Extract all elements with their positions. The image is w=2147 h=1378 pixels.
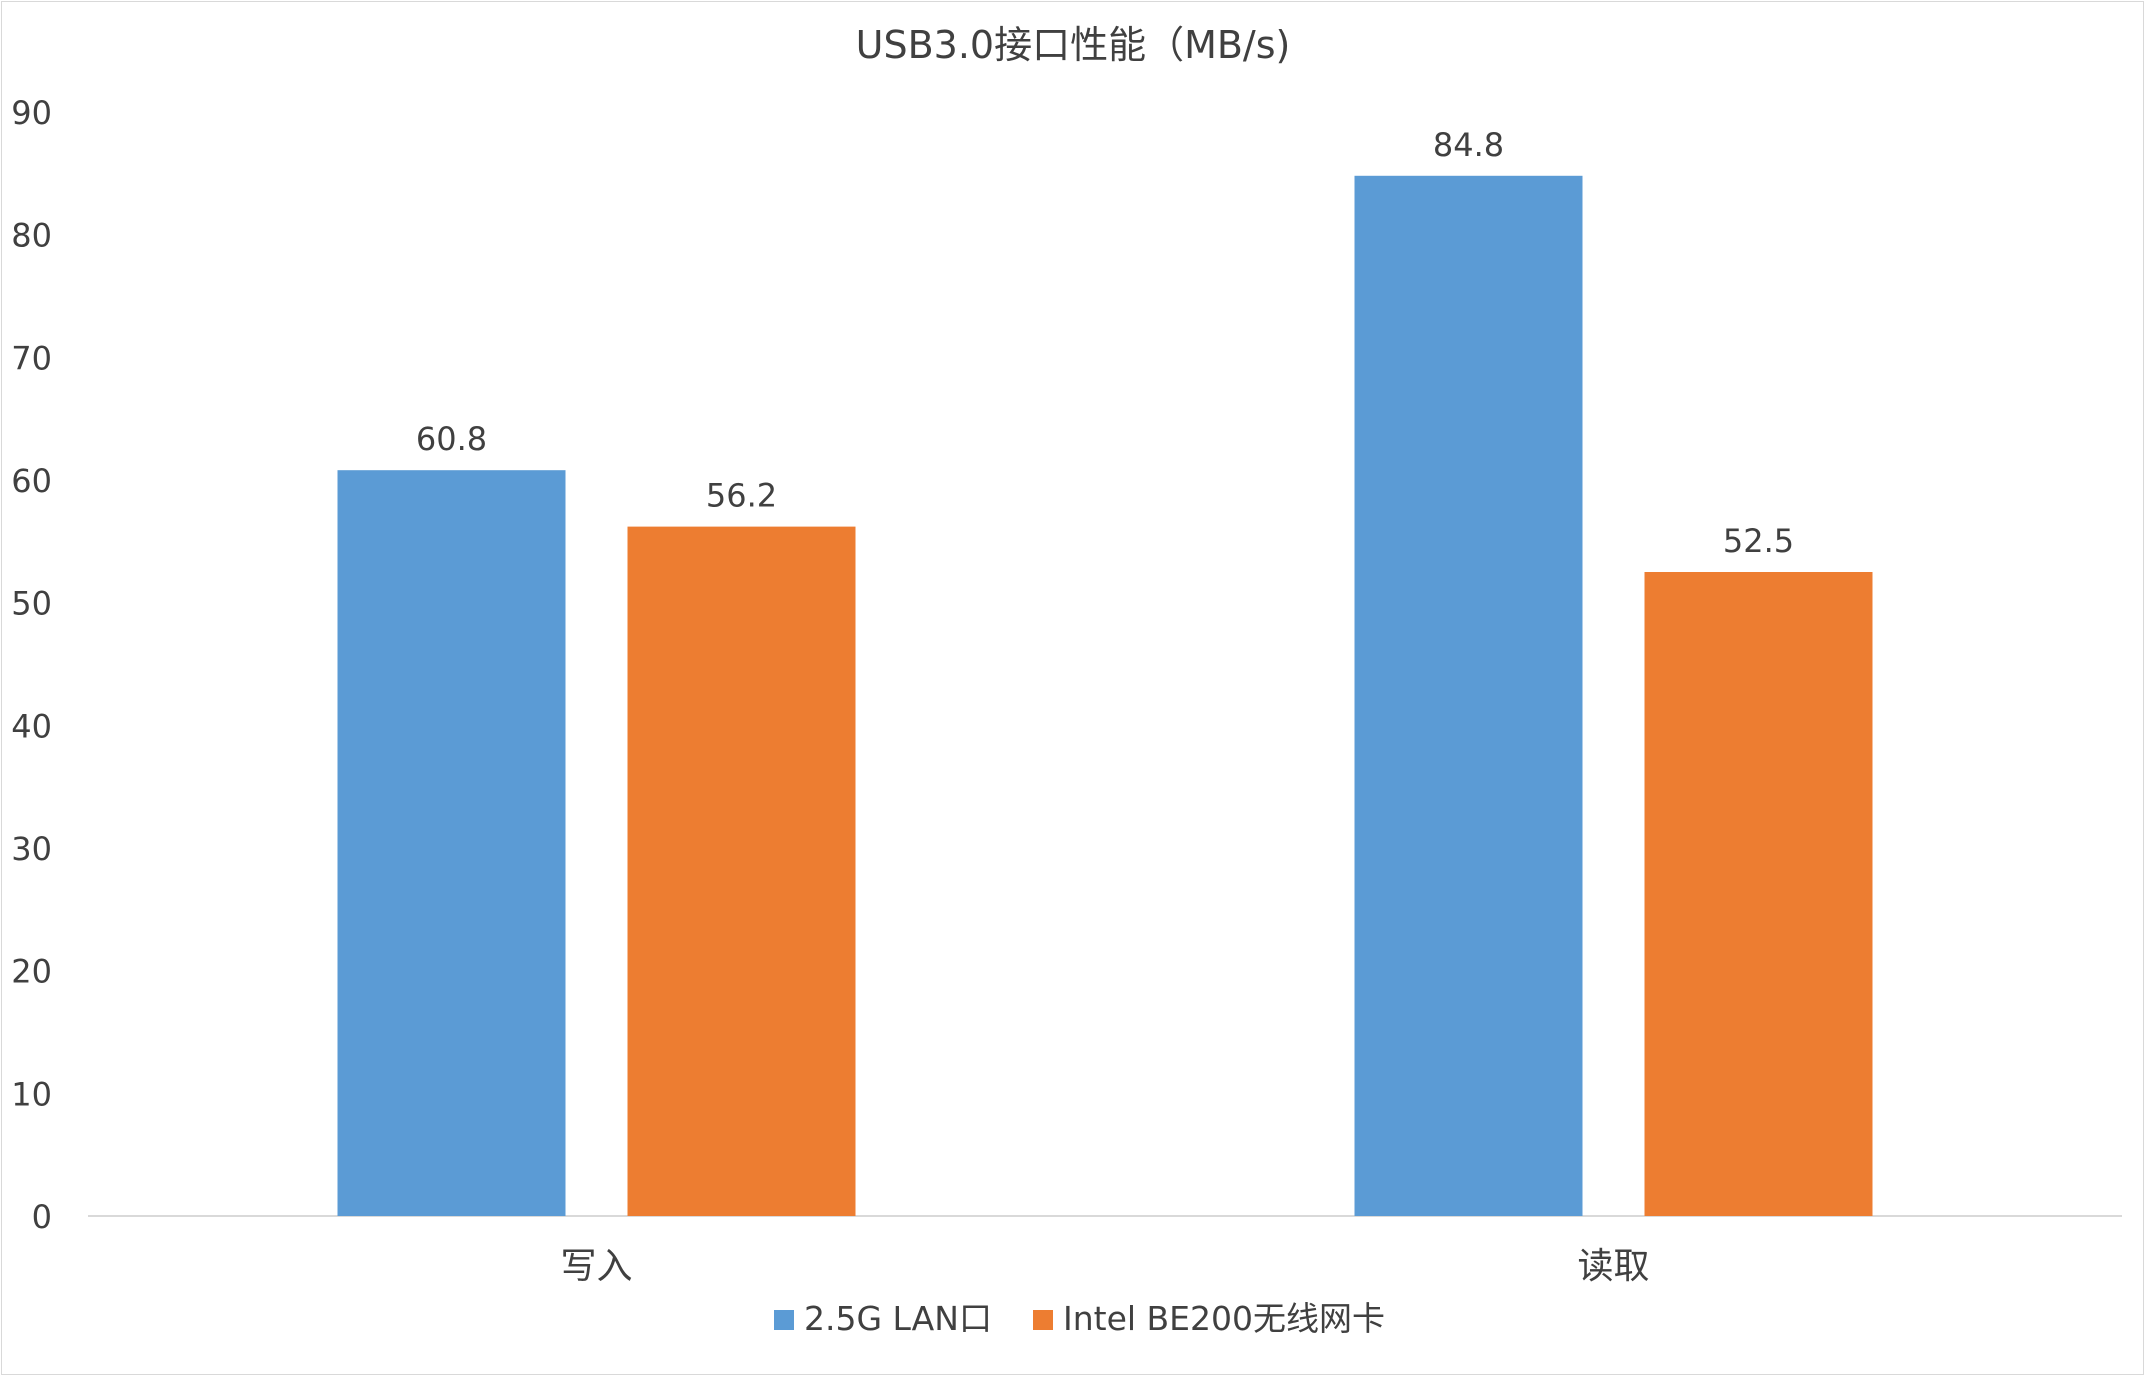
bar-lan-0 xyxy=(337,470,566,1217)
chart-title: USB3.0接口性能（MB/s) xyxy=(856,23,1291,67)
x-tick-label: 写入 xyxy=(560,1246,632,1287)
y-tick-label: 10 xyxy=(11,1075,52,1113)
y-tick-label: 50 xyxy=(11,585,52,623)
legend-swatch xyxy=(774,1310,794,1330)
data-label: 52.5 xyxy=(1723,522,1794,560)
y-tick-label: 60 xyxy=(11,462,52,500)
data-label: 56.2 xyxy=(706,477,777,515)
data-labels: 60.8 56.2 84.8 52.5 xyxy=(416,126,1794,560)
bar-wireless-0 xyxy=(627,526,856,1216)
data-label: 60.8 xyxy=(416,420,487,458)
bars xyxy=(337,175,1873,1217)
bar-lan-1 xyxy=(1354,175,1583,1217)
legend-swatch xyxy=(1033,1310,1053,1330)
legend-label: 2.5G LAN口 xyxy=(804,1299,992,1338)
y-axis: 0 10 20 30 40 50 60 70 80 90 xyxy=(11,94,52,1236)
y-tick-label: 30 xyxy=(11,830,52,868)
y-tick-label: 70 xyxy=(11,339,52,377)
x-tick-label: 读取 xyxy=(1577,1246,1649,1287)
legend-label: Intel BE200无线网卡 xyxy=(1063,1299,1385,1338)
y-tick-label: 40 xyxy=(11,707,52,745)
y-tick-label: 80 xyxy=(11,217,52,255)
y-tick-label: 20 xyxy=(11,953,52,991)
y-tick-label: 90 xyxy=(11,94,52,132)
bar-wireless-1 xyxy=(1644,572,1873,1216)
y-tick-label: 0 xyxy=(32,1198,52,1236)
x-axis: 写入 读取 xyxy=(88,1215,2122,1287)
legend: 2.5G LAN口 Intel BE200无线网卡 xyxy=(774,1299,1385,1338)
data-label: 84.8 xyxy=(1433,126,1504,164)
